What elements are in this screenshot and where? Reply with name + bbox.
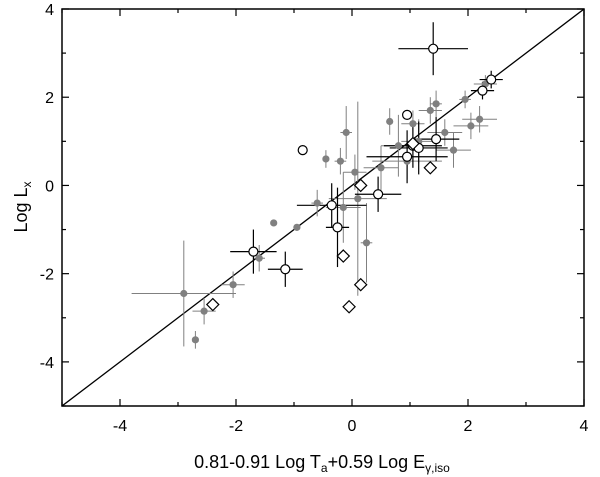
data-point-filled bbox=[362, 239, 371, 247]
data-point-filled bbox=[200, 307, 208, 315]
data-point-filled bbox=[342, 128, 350, 137]
data-point-diamond bbox=[353, 277, 368, 292]
data-point-filled bbox=[180, 289, 188, 298]
data-point-filled bbox=[255, 254, 263, 262]
data-point-filled bbox=[313, 199, 321, 207]
y-tick-label: 4 bbox=[45, 2, 54, 19]
y-tick-label: -4 bbox=[40, 355, 54, 372]
data-point-open-circle bbox=[486, 74, 497, 85]
data-point-filled bbox=[467, 122, 475, 130]
data-point-open-circle bbox=[428, 43, 439, 54]
y-tick-label: 2 bbox=[45, 90, 54, 107]
data-point-filled bbox=[377, 164, 385, 172]
data-point-filled bbox=[409, 120, 417, 128]
data-point-open-circle bbox=[297, 145, 308, 156]
data-point-filled bbox=[394, 142, 402, 150]
data-point-open-circle bbox=[373, 189, 384, 200]
data-point-diamond bbox=[342, 299, 356, 314]
y-tick-label: -2 bbox=[40, 267, 54, 284]
data-point-filled bbox=[449, 146, 458, 154]
x-tick-label: -2 bbox=[229, 418, 243, 435]
fit-line bbox=[62, 9, 584, 406]
data-point-open-circle bbox=[326, 200, 337, 211]
data-point-open-circle bbox=[477, 85, 488, 96]
x-axis-label: 0.81-0.91 Log Ta+0.59 Log Eγ,iso bbox=[194, 452, 450, 475]
data-point-diamond bbox=[406, 136, 420, 151]
x-tick-label: 2 bbox=[464, 418, 473, 435]
data-point-filled bbox=[336, 157, 344, 165]
data-point-filled bbox=[270, 219, 278, 227]
x-tick-label: 4 bbox=[580, 418, 589, 435]
plot-area bbox=[61, 8, 585, 407]
data-point-filled bbox=[339, 203, 347, 212]
data-point-filled bbox=[322, 155, 330, 163]
data-point-filled bbox=[476, 115, 484, 123]
data-point-filled bbox=[293, 223, 301, 231]
data-point-open-circle bbox=[402, 109, 413, 120]
data-point-filled bbox=[191, 336, 199, 344]
data-point-filled bbox=[432, 100, 440, 108]
data-point-open-circle bbox=[332, 222, 343, 233]
data-point-open-circle bbox=[248, 246, 259, 257]
plot-frame bbox=[61, 8, 585, 407]
data-point-filled bbox=[441, 128, 449, 137]
data-point-diamond bbox=[336, 249, 351, 263]
data-point-filled bbox=[354, 195, 362, 203]
y-axis-label: Log Lx bbox=[11, 181, 34, 232]
data-point-open-circle bbox=[402, 151, 413, 162]
y-tick-label: 0 bbox=[45, 178, 54, 195]
data-point-diamond bbox=[353, 178, 368, 193]
data-point-filled bbox=[386, 117, 394, 126]
x-tick-label: 0 bbox=[348, 418, 357, 435]
data-point-diamond bbox=[205, 297, 220, 312]
y-axis: -4 -2 0 2 4 bbox=[40, 2, 584, 407]
data-point-filled bbox=[229, 281, 237, 289]
data-point-filled bbox=[351, 168, 359, 176]
x-axis: -4 -2 0 2 4 bbox=[61, 9, 589, 435]
data-point-open-circle bbox=[431, 134, 442, 145]
x-tick-label: -4 bbox=[113, 418, 127, 435]
data-point-filled bbox=[461, 95, 469, 104]
data-point-diamond bbox=[423, 160, 438, 175]
data-point-open-circle bbox=[280, 264, 291, 275]
data-point-filled bbox=[426, 106, 434, 115]
data-layer bbox=[62, 9, 584, 406]
